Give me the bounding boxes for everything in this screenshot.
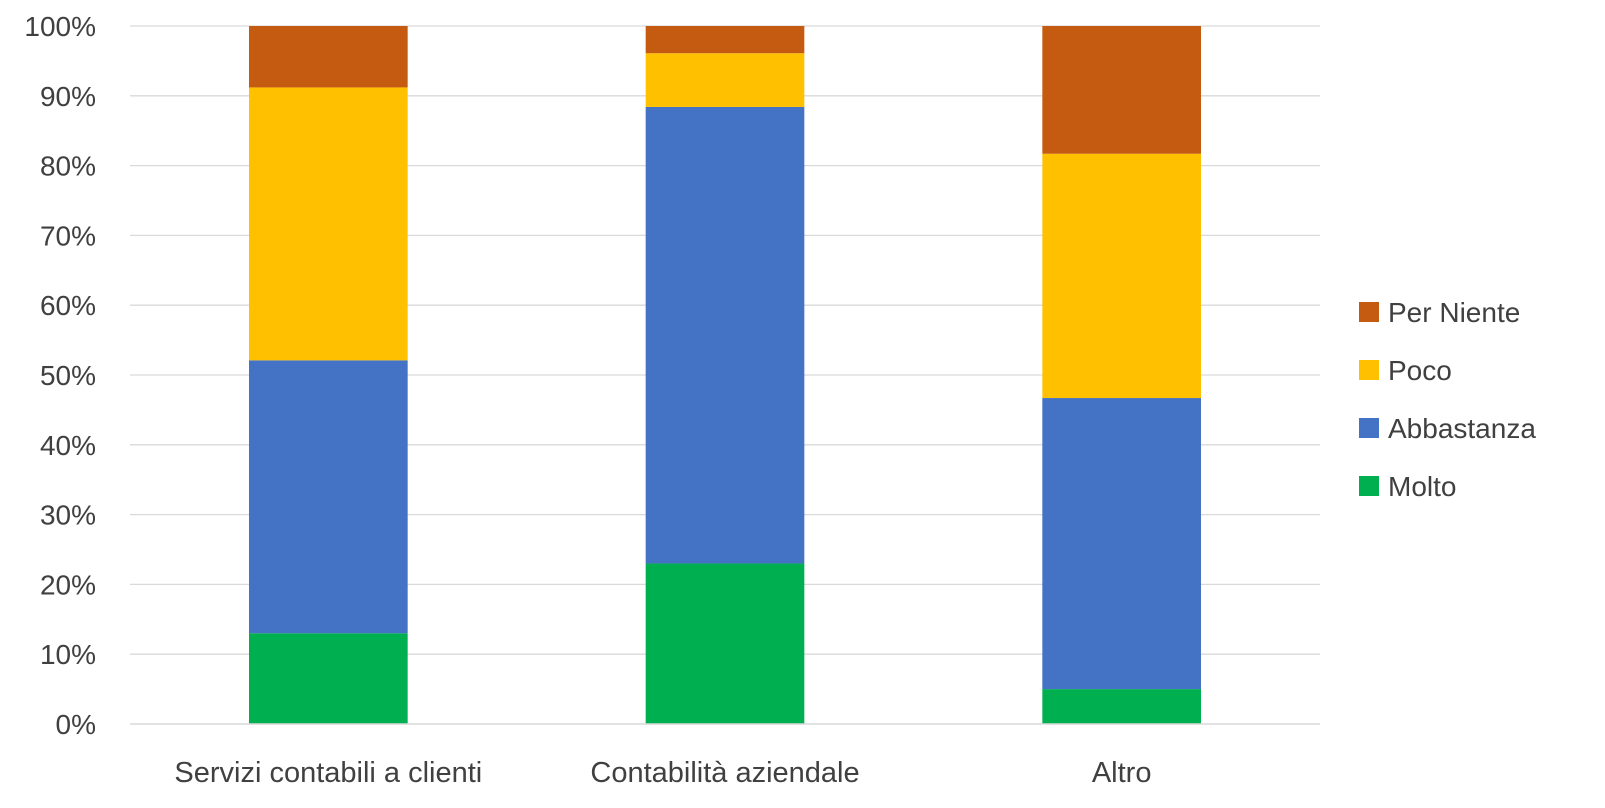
y-tick-label: 30%	[40, 500, 96, 531]
bar-segment-poco	[249, 87, 408, 361]
legend-swatch	[1359, 418, 1379, 438]
legend-label: Per Niente	[1388, 297, 1520, 328]
bar-stack	[1042, 26, 1201, 724]
y-tick-label: 90%	[40, 81, 96, 112]
bar-segment-abbastanza	[1042, 398, 1201, 690]
legend-label: Poco	[1388, 355, 1452, 386]
x-category-label: Contabilità aziendale	[590, 757, 859, 789]
y-tick-label: 50%	[40, 360, 96, 391]
legend-swatch	[1359, 302, 1379, 322]
y-tick-label: 80%	[40, 151, 96, 182]
legend-item: Abbastanza	[1359, 413, 1536, 444]
bar-segment-per-niente	[1042, 26, 1201, 154]
bar-segment-abbastanza	[645, 106, 805, 564]
legend-label: Abbastanza	[1388, 413, 1536, 444]
y-tick-label: 10%	[40, 639, 96, 670]
bar-stacks	[249, 26, 1201, 724]
bar-segment-poco	[1042, 153, 1201, 399]
bar-segment-molto	[1042, 689, 1201, 724]
x-axis-category-labels: Servizi contabili a clienti Contabilità a…	[174, 757, 1151, 789]
y-tick-label: 70%	[40, 220, 96, 251]
bar-segment-abbastanza	[249, 360, 408, 634]
y-tick-label: 40%	[40, 430, 96, 461]
y-tick-label: 20%	[40, 569, 96, 600]
x-category-label: Altro	[1092, 757, 1152, 789]
bar-segment-molto	[645, 563, 805, 724]
legend-swatch	[1359, 360, 1379, 380]
bar-segment-per-niente	[645, 26, 805, 54]
legend-item: Poco	[1359, 355, 1452, 386]
y-tick-label: 0%	[56, 709, 96, 740]
bar-segment-poco	[645, 53, 805, 107]
y-tick-label: 60%	[40, 290, 96, 321]
legend-item: Molto	[1359, 471, 1456, 502]
bar-stack	[645, 26, 805, 724]
y-axis-tick-labels: 0% 10% 20% 30% 40% 50% 60% 70% 80% 90% 100%	[24, 11, 96, 740]
legend: Per Niente Poco Abbastanza Molto	[1359, 297, 1536, 502]
legend-swatch	[1359, 476, 1379, 496]
bar-segment-molto	[249, 633, 408, 724]
legend-label: Molto	[1388, 471, 1456, 502]
bar-segment-per-niente	[249, 26, 408, 88]
bar-stack	[249, 26, 408, 724]
y-tick-label: 100%	[24, 11, 96, 42]
legend-item: Per Niente	[1359, 297, 1520, 328]
x-category-label: Servizi contabili a clienti	[174, 757, 482, 789]
